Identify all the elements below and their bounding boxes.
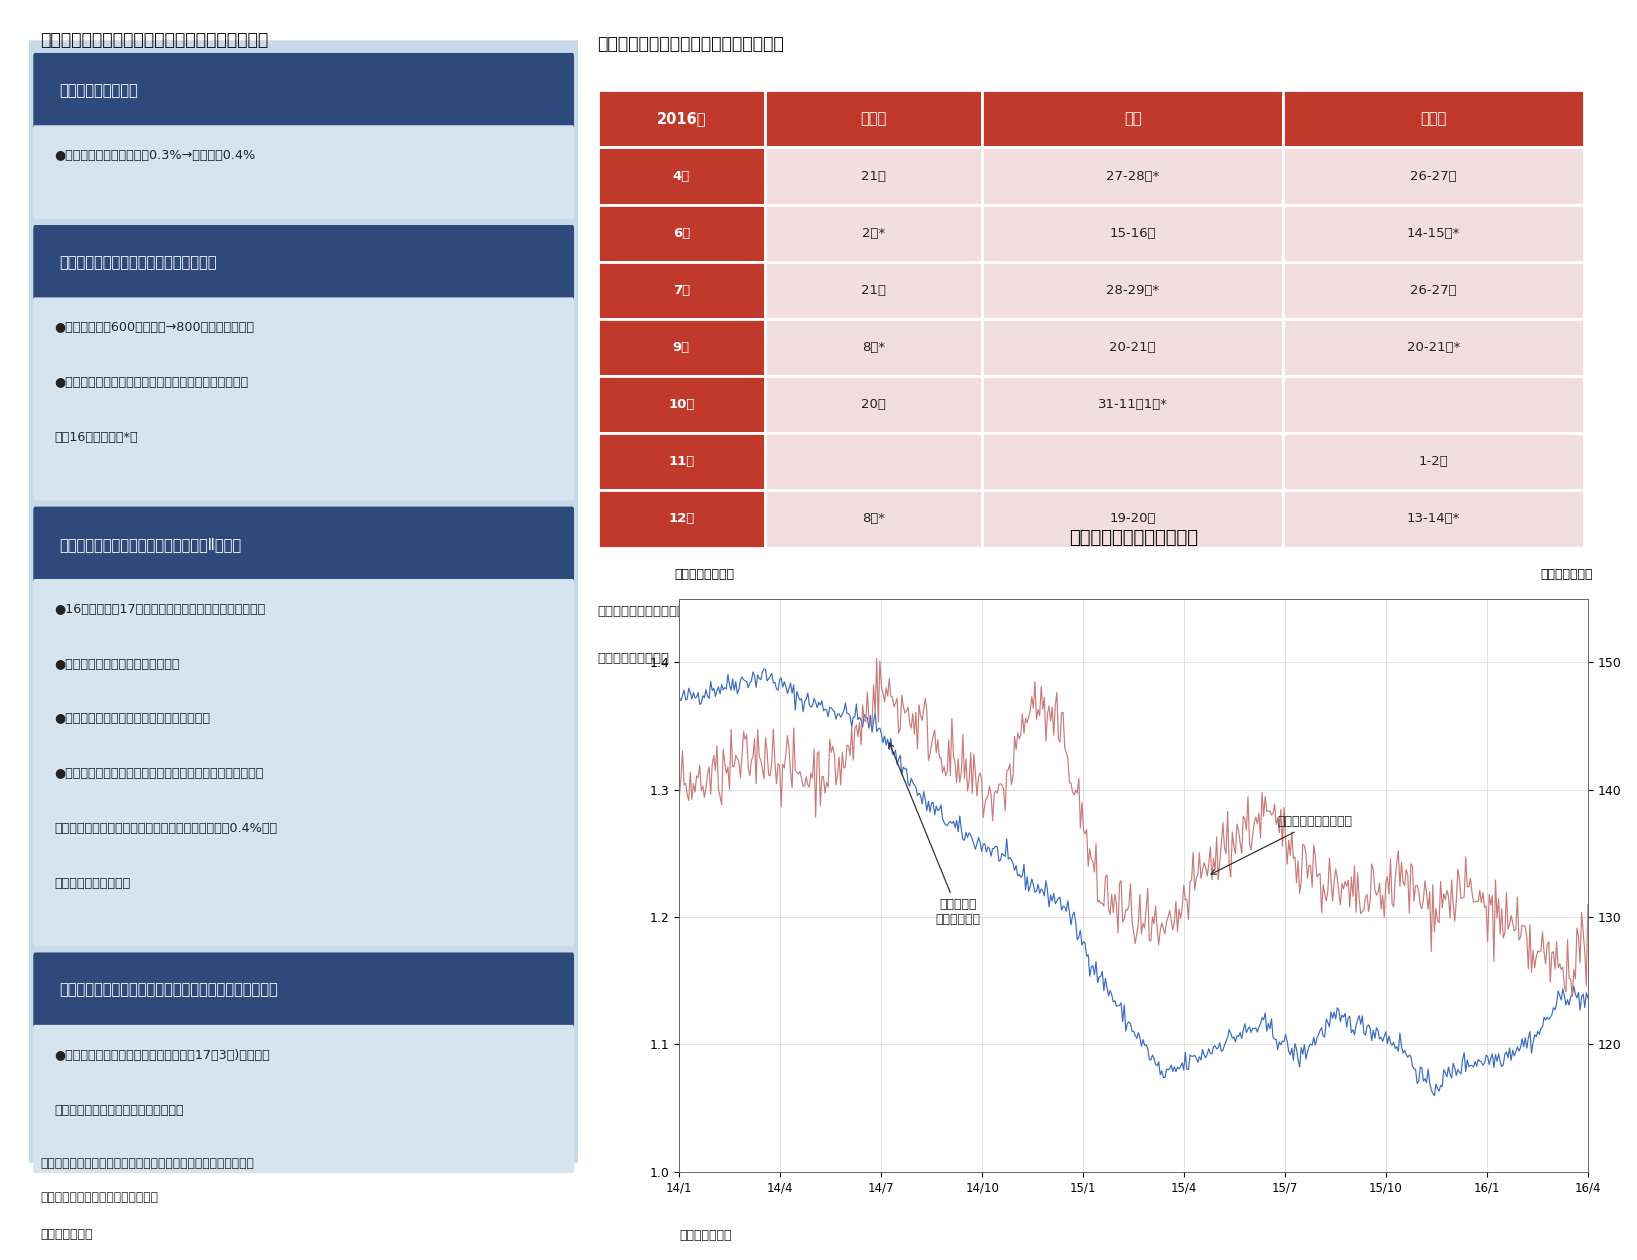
Text: 対円相場（右目盛り）: 対円相場（右目盛り） [1211,815,1352,874]
Text: 7月: 7月 [673,284,689,297]
Text: 10月: 10月 [668,398,694,411]
Text: ＦＲＢ: ＦＲＢ [1421,111,1447,126]
Bar [598,262,764,319]
Text: 20-21日: 20-21日 [1110,341,1156,354]
Bar [982,375,1283,433]
FancyBboxPatch shape [33,297,575,500]
Text: ●16年６月から17年３月まで四半期ごとに合計４回実施: ●16年６月から17年３月まで四半期ごとに合計４回実施 [54,604,265,616]
Text: （円・ユーロ）: （円・ユーロ） [1540,568,1593,581]
Bar [1283,262,1585,319]
Text: 21日: 21日 [861,170,886,183]
Text: ●投資適格の社債買い入れプログラム（ＣＳＰＰ）導入: ●投資適格の社債買い入れプログラム（ＣＳＰＰ）導入 [54,375,249,389]
Bar [982,204,1283,262]
Text: 12月: 12月 [668,513,694,525]
Bar [598,204,764,262]
Text: 19-20日: 19-20日 [1110,513,1156,525]
Text: 31-11月1日*: 31-11月1日* [1098,398,1167,411]
Bar [764,490,982,548]
Text: 13-14日*: 13-14日* [1406,513,1460,525]
Bar [598,147,764,204]
Text: 11月: 11月 [668,455,694,469]
Text: ●所定期間中、基準値を超えて融資を拡大した銀行にはその: ●所定期間中、基準値を超えて融資を拡大した銀行にはその [54,767,264,780]
Text: （資料）ＥＣＢ: （資料）ＥＣＢ [679,1230,732,1242]
Text: ●償還期間は４年（繰上げ返済可）: ●償還期間は４年（繰上げ返済可） [54,658,180,670]
Text: 日の政策理事会で６月開始を決定: 日の政策理事会で６月開始を決定 [41,1191,159,1203]
FancyBboxPatch shape [33,53,575,129]
Text: 図表２　主要中銀金融政策決定会合日程: 図表２ 主要中銀金融政策決定会合日程 [598,35,784,53]
Bar [1283,375,1585,433]
Bar [982,319,1283,377]
FancyBboxPatch shape [33,125,575,219]
Text: 8日*: 8日* [863,341,886,354]
Bar [764,262,982,319]
Text: ●政策金利はＡＰＰの継続期間（現在は17年3月)を超えて: ●政策金利はＡＰＰの継続期間（現在は17年3月)を超えて [54,1048,270,1062]
Text: 28-29日*: 28-29日* [1107,284,1159,297]
Text: ＥＣＢ: ＥＣＢ [861,111,887,126]
Bar [1283,147,1585,204]
Text: 図表３　ユーロ相場の推移: 図表３ ユーロ相場の推移 [1069,529,1198,547]
Text: 26-27日: 26-27日 [1411,284,1457,297]
Bar [598,433,764,490]
Bar [764,375,982,433]
Text: 20日: 20日 [861,398,886,411]
Text: 6月: 6月 [673,227,689,239]
FancyBboxPatch shape [33,953,575,1028]
Text: 図表１　１６年３月１０日政策理事会の決定内容: 図表１ １６年３月１０日政策理事会の決定内容 [41,32,268,49]
Text: 9月: 9月 [673,341,689,354]
Text: 4月: 4月 [673,170,689,183]
Text: 度合いに応じて、中銀預金金利（現在はマイナス0.4%）ま: 度合いに応じて、中銀預金金利（現在はマイナス0.4%）ま [54,822,277,835]
Text: ●金利は主要レポ金利を適用（現在はゼロ）: ●金利は主要レポ金利を適用（現在はゼロ） [54,712,210,726]
Text: 26-27日: 26-27日 [1411,170,1457,183]
Bar [598,91,764,147]
Bar [764,319,982,377]
Text: 15-16日: 15-16日 [1110,227,1156,239]
Text: 現状かそれよりも低い水準に留まる: 現状かそれよりも低い水準に留まる [54,1104,183,1116]
FancyBboxPatch shape [33,226,575,300]
FancyBboxPatch shape [25,40,583,1163]
Bar [1283,91,1585,147]
Text: ＊３月１０日理事会では「４〜６月期」としていたが、４月２１: ＊３月１０日理事会では「４〜６月期」としていたが、４月２１ [41,1157,254,1169]
Text: 1-2日: 1-2日 [1419,455,1449,469]
Text: 8日*: 8日* [863,513,886,525]
Bar [982,262,1283,319]
Text: ●中銀預金金利はマイナス0.3%→マイナス0.4%: ●中銀預金金利はマイナス0.3%→マイナス0.4% [54,149,255,163]
Text: 27-28日*: 27-28日* [1107,170,1159,183]
Bar [764,91,982,147]
Bar [982,433,1283,490]
Text: 2日*: 2日* [863,227,886,239]
Bar [764,147,982,204]
Bar [598,319,764,377]
Bar [1283,319,1585,377]
Bar [982,490,1283,548]
Text: ターゲット型資金供給（ＴＬＴＲＯ）Ⅱの実施: ターゲット型資金供給（ＴＬＴＲＯ）Ⅱの実施 [59,537,242,552]
Text: 日銀: 日銀 [1125,111,1141,126]
Text: 2016年: 2016年 [656,111,706,126]
Text: （16年６月開始*）: （16年６月開始*） [54,431,138,444]
Text: （＊）見通し修正がある会合: （＊）見通し修正がある会合 [598,605,702,617]
Bar [982,91,1283,147]
Bar [1283,490,1585,548]
Text: 14-15日*: 14-15日* [1406,227,1460,239]
Text: （資料）各中央銀行: （資料）各中央銀行 [598,653,670,665]
FancyBboxPatch shape [33,507,575,582]
Text: 20-21日*: 20-21日* [1406,341,1460,354]
Bar [1283,204,1585,262]
Bar [598,490,764,548]
Text: 21日: 21日 [861,284,886,297]
FancyBboxPatch shape [33,1024,575,1173]
Text: 資産買入れプログラム（ＡＰＰ）の拡張: 資産買入れプログラム（ＡＰＰ）の拡張 [59,256,218,270]
Bar [764,433,982,490]
Text: 政策金利の引き下げ: 政策金利の引き下げ [59,83,139,98]
Bar [982,147,1283,204]
Bar [598,375,764,433]
Bar [764,204,982,262]
Text: 政策金利の先行きに関するフォワード・ガイダンス強化: 政策金利の先行きに関するフォワード・ガイダンス強化 [59,983,278,998]
Text: （ドル・ユーロ）: （ドル・ユーロ） [674,568,735,581]
Text: ●買入れ額を月600億ユーロ→800億ユーロに拡大: ●買入れ額を月600億ユーロ→800億ユーロに拡大 [54,321,254,334]
Text: 対ドル相場
（左目盛り）: 対ドル相場 （左目盛り） [889,743,981,926]
Text: での優遇金利を適用: での優遇金利を適用 [54,877,131,890]
Text: （資料）ＥＣＢ: （資料）ＥＣＢ [41,1228,93,1241]
FancyBboxPatch shape [33,578,575,946]
Bar [1283,433,1585,490]
